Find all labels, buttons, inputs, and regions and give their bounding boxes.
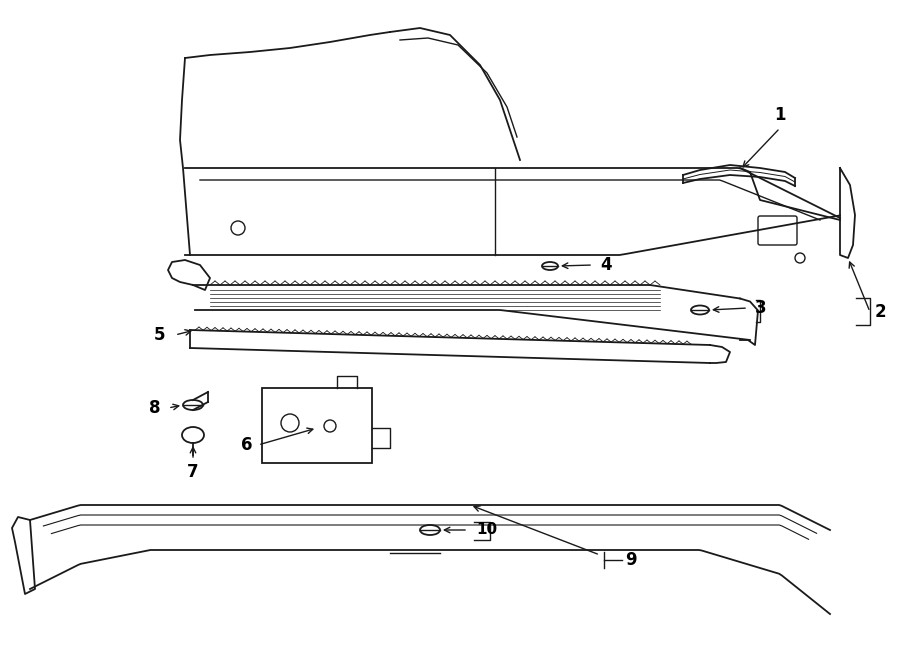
Text: 2: 2 <box>874 303 886 321</box>
Text: 6: 6 <box>240 436 252 454</box>
Text: 10: 10 <box>476 522 497 538</box>
Text: 3: 3 <box>755 299 767 317</box>
Text: 7: 7 <box>187 463 199 481</box>
Bar <box>262 388 372 463</box>
Text: 4: 4 <box>600 256 612 274</box>
Text: 9: 9 <box>625 551 636 569</box>
Text: 8: 8 <box>148 399 160 417</box>
Text: 1: 1 <box>774 106 786 124</box>
Text: 5: 5 <box>154 326 165 344</box>
